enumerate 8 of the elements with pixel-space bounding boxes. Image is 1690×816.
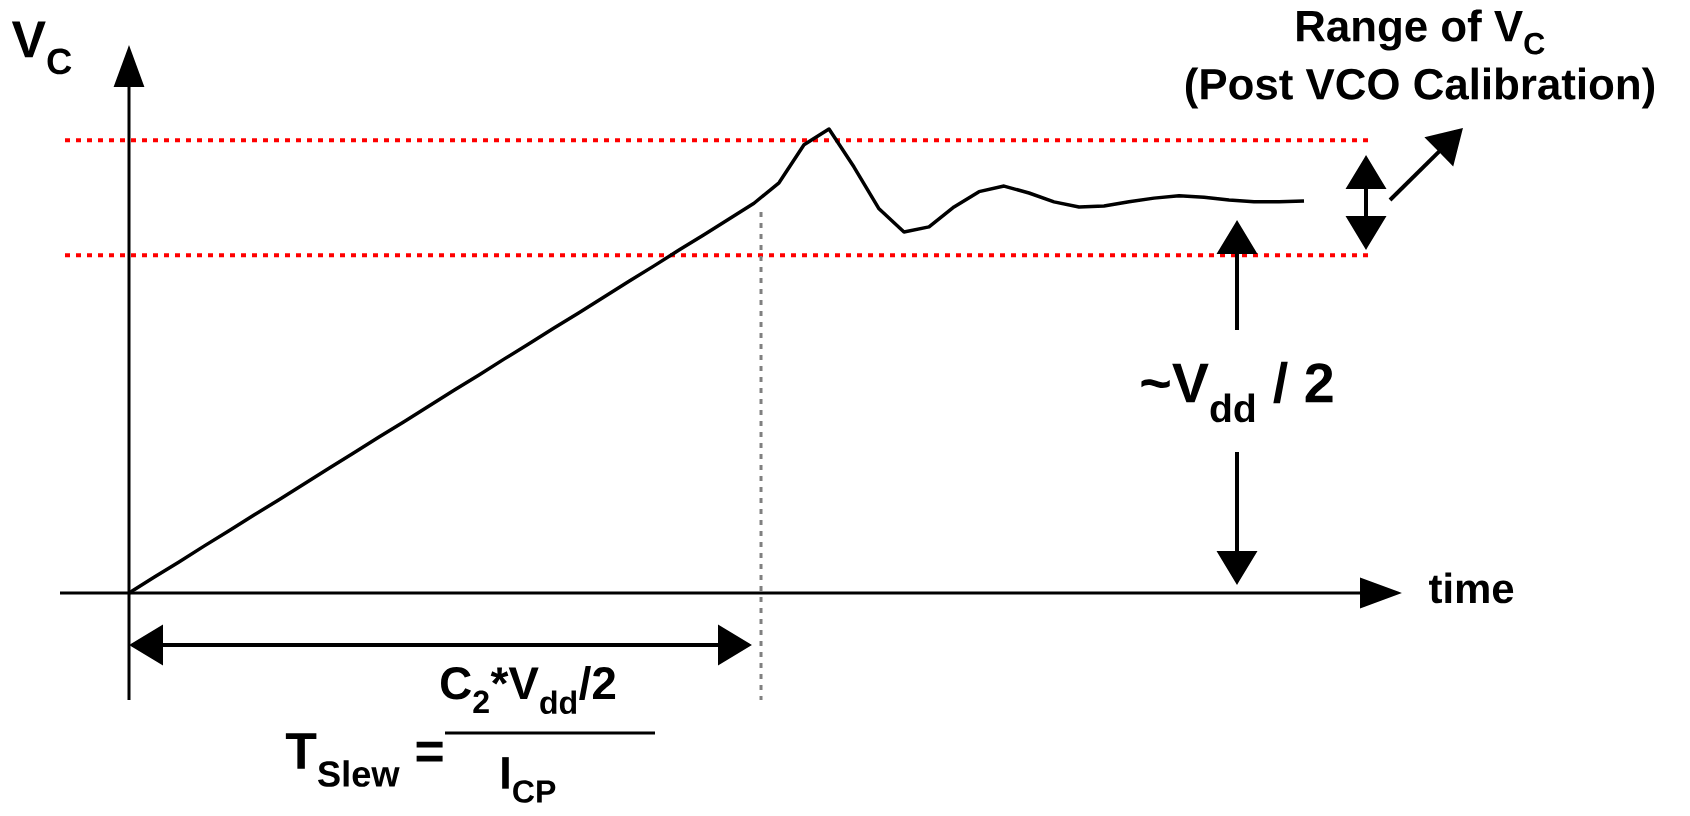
text: Range of V$_{C}$: [1297, 9, 1545, 55]
text: I$_{CP}$: [502, 757, 556, 803]
text: T$_{Slew}$ =: [285, 733, 443, 787]
annotation: ~V$_{dd}$ / 2: [1141, 361, 1333, 423]
text: (Post VCO Calibration): [1185, 67, 1655, 109]
y-axis-title: V$_{C}$: [11, 21, 72, 75]
text: C$_{2}$*V$_{dd}$/2: [441, 665, 616, 715]
x-axis-title: time: [1429, 572, 1514, 604]
